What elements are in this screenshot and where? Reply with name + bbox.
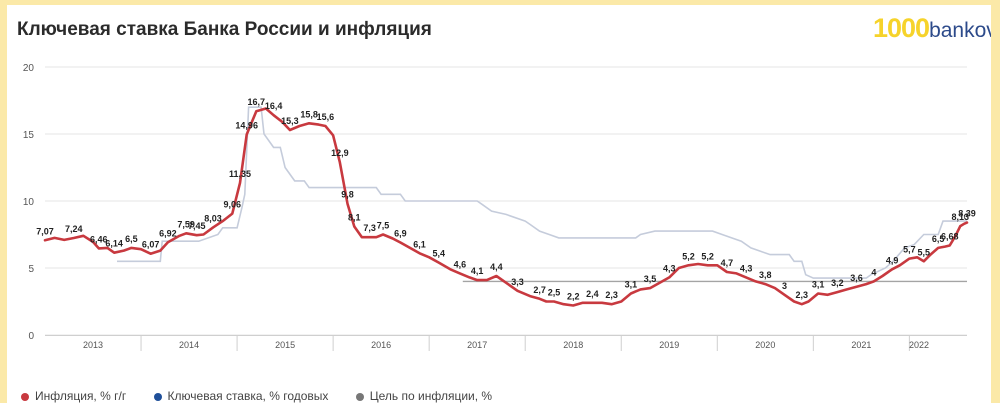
data-label-inflation: 5,5 <box>918 247 931 257</box>
data-label-inflation: 3,1 <box>812 279 825 289</box>
y-tick-label: 0 <box>28 331 34 342</box>
legend-item-inflation[interactable]: Инфляция, % г/г <box>21 389 126 403</box>
data-label-inflation: 6,1 <box>413 239 426 249</box>
y-tick-label: 15 <box>23 130 35 141</box>
data-label-inflation: 3,2 <box>831 278 844 288</box>
data-label-inflation: 9,06 <box>224 200 242 210</box>
data-label-inflation: 6,68 <box>941 231 959 241</box>
data-label-inflation: 8,1 <box>348 212 361 222</box>
legend-label-inflation: Инфляция, % г/г <box>35 389 127 403</box>
data-label-inflation: 7,07 <box>36 226 54 236</box>
data-label-inflation: 3,8 <box>759 270 772 280</box>
legend-label-key-rate: Ключевая ставка, % годовых <box>167 389 329 403</box>
data-label-inflation: 16,7 <box>248 97 266 107</box>
x-tick-label: 2019 <box>659 340 679 350</box>
data-label-inflation: 14,96 <box>235 121 258 131</box>
data-label-inflation: 3 <box>782 281 787 291</box>
data-label-inflation: 6,46 <box>90 234 108 244</box>
series-line-key-rate <box>117 106 967 279</box>
chart-card: Ключевая ставка Банка России и инфляция … <box>7 5 991 403</box>
legend-marker-key-rate <box>153 392 162 401</box>
y-tick-label: 20 <box>23 63 35 74</box>
x-tick-label: 2021 <box>851 340 871 350</box>
data-label-inflation: 8,13 <box>952 212 970 222</box>
data-label-inflation: 4 <box>871 267 876 277</box>
data-label-inflation: 3,1 <box>625 279 638 289</box>
legend-item-target[interactable]: Цель по инфляции, % <box>355 389 493 403</box>
data-label-inflation: 2,4 <box>586 289 599 299</box>
brand-logo-number: 1000 <box>873 13 930 43</box>
data-label-inflation: 2,7 <box>533 285 546 295</box>
series-line-inflation <box>43 107 969 307</box>
data-label-inflation: 4,9 <box>886 255 899 265</box>
data-label-inflation: 5,4 <box>433 249 446 259</box>
x-tick-label: 2020 <box>755 340 775 350</box>
data-label-inflation: 7,5 <box>377 221 390 231</box>
data-label-inflation: 3,6 <box>850 273 863 283</box>
data-label-inflation: 4,3 <box>663 263 676 273</box>
data-label-inflation: 6,5 <box>125 234 138 244</box>
x-tick-label: 2018 <box>563 340 583 350</box>
data-label-inflation: 9,8 <box>341 190 354 200</box>
data-label-inflation: 2,3 <box>796 290 809 300</box>
data-label-inflation: 4,3 <box>740 263 753 273</box>
data-label-inflation: 5,2 <box>701 251 714 261</box>
x-tick-label: 2014 <box>179 340 199 350</box>
chart-legend: Инфляция, % г/г Ключевая ставка, % годов… <box>21 389 516 403</box>
x-tick-label: 2013 <box>83 340 103 350</box>
y-tick-label: 10 <box>23 197 35 208</box>
data-label-inflation: 4,1 <box>471 266 484 276</box>
data-label-inflation: 7,45 <box>188 221 206 231</box>
legend-marker-target <box>355 392 364 401</box>
legend-item-key-rate[interactable]: Ключевая ставка, % годовых <box>153 389 329 403</box>
data-label-inflation: 6,9 <box>394 229 407 239</box>
data-label-inflation: 3,3 <box>511 277 524 287</box>
line-chart: 0 5 10 15 20 2013 2014 2015 2016 2017 2018 2019 2020… <box>23 63 976 351</box>
data-label-inflation: 15,8 <box>300 109 318 119</box>
data-label-inflation: 2,3 <box>605 290 618 300</box>
data-label-inflation: 7,24 <box>65 224 83 234</box>
data-label-inflation: 4,7 <box>721 258 734 268</box>
x-tick-label: 2015 <box>275 340 295 350</box>
data-label-inflation: 5,2 <box>682 251 695 261</box>
data-label-inflation: 4,6 <box>454 259 467 269</box>
legend-marker-inflation <box>21 392 29 401</box>
x-tick-label: 2022 <box>909 340 929 350</box>
data-label-inflation: 2,5 <box>548 288 561 298</box>
brand-logo-text: bankov.ru <box>929 19 991 42</box>
data-label-inflation: 7,3 <box>363 223 376 233</box>
legend-label-target: Цель по инфляции, % <box>369 389 493 403</box>
data-label-inflation: 6,92 <box>159 228 177 238</box>
data-label-inflation: 16,4 <box>265 101 283 111</box>
y-tick-label: 5 <box>28 264 34 275</box>
page-title: Ключевая ставка Банка России и инфляция <box>17 19 432 40</box>
data-label-inflation: 12,9 <box>331 148 349 158</box>
data-label-inflation: 2,2 <box>567 292 580 302</box>
data-label-inflation: 11,35 <box>229 169 251 179</box>
data-label-inflation: 3,5 <box>644 274 657 284</box>
data-label-inflation: 8,03 <box>204 213 222 223</box>
data-label-inflation: 15,6 <box>317 112 335 122</box>
x-tick-label: 2016 <box>371 340 391 350</box>
data-label-inflation: 5,7 <box>903 245 916 255</box>
data-label-inflation: 7,59 <box>177 219 195 229</box>
data-label-inflation: 6,14 <box>105 239 123 249</box>
data-label-inflation: 6,5 <box>932 234 945 244</box>
data-label-inflation: 8,39 <box>958 209 976 219</box>
data-label-inflation: 15,3 <box>281 116 299 126</box>
data-label-inflation: 4,4 <box>490 262 503 272</box>
data-label-inflation: 6,07 <box>142 240 160 250</box>
x-tick-label: 2017 <box>467 340 487 350</box>
brand-logo[interactable]: 1000bankov.ru <box>873 13 991 44</box>
